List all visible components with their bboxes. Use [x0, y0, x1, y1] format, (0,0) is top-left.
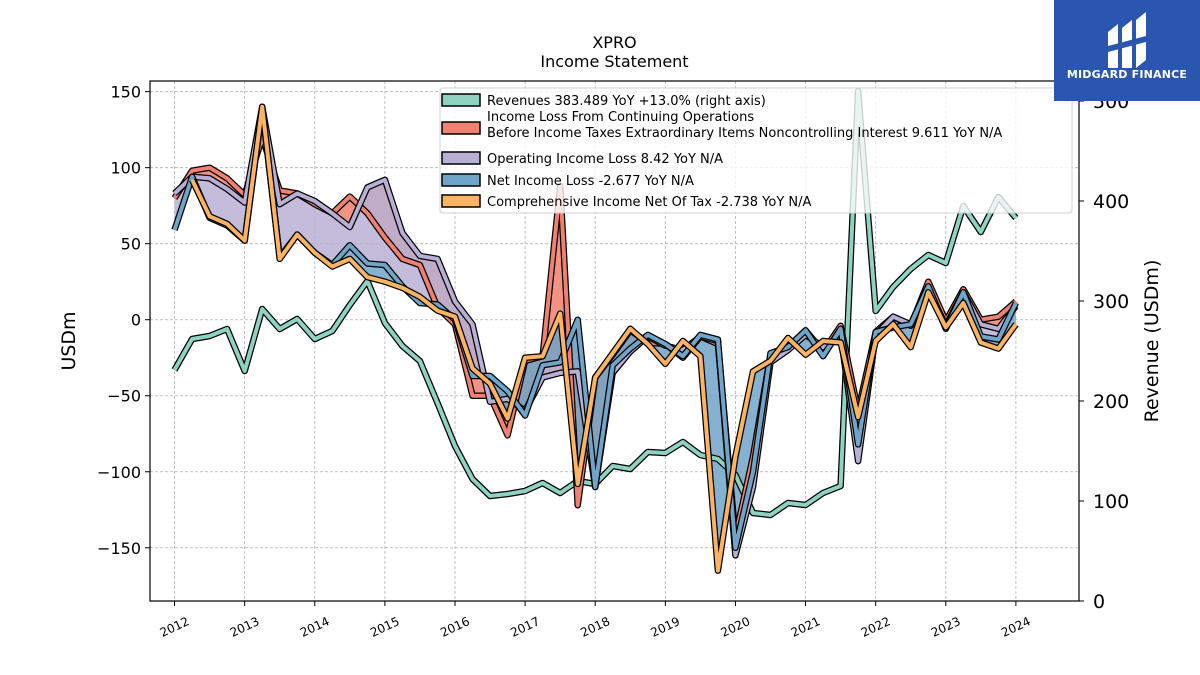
- legend-label: Before Income Taxes Extraordinary Items …: [487, 126, 1002, 141]
- legend-box: [439, 87, 1073, 214]
- y-left-tick-label: 0: [131, 311, 141, 330]
- y-left-tick-label: 150: [110, 83, 141, 102]
- y-left-tick-label: 100: [110, 159, 141, 178]
- y-right-tick-label: 0: [1093, 591, 1105, 613]
- x-tick-label: 2017: [508, 614, 542, 640]
- midgard-logo-icon: [1108, 12, 1146, 68]
- y-right-tick-label: 400: [1093, 191, 1129, 213]
- legend-label: Income Loss From Continuing Operations: [487, 110, 754, 125]
- legend-swatch: [441, 194, 481, 208]
- y-right-tick-label: 300: [1093, 291, 1129, 313]
- y-left-tick-label: −100: [97, 463, 141, 482]
- legend-swatch: [441, 173, 481, 187]
- legend-label: Operating Income Loss 8.42 YoY N/A: [487, 152, 723, 167]
- x-tick-label: 2023: [929, 614, 963, 640]
- x-tick-label: 2024: [999, 614, 1033, 640]
- legend: Revenues 383.489 YoY +13.0% (right axis)…: [439, 87, 1073, 214]
- legend-label: Comprehensive Income Net Of Tax -2.738 Y…: [487, 195, 812, 210]
- y-left-tick-label: 50: [121, 235, 141, 254]
- y-right-axis-label: Revenue (USDm): [1141, 260, 1163, 423]
- plot-frame: [149, 80, 1080, 602]
- legend-swatch: [441, 93, 481, 107]
- logo-text: MIDGARD FINANCE: [1066, 68, 1188, 81]
- chart-subtitle: Income Statement: [540, 52, 689, 71]
- chart-title: XPRO: [592, 33, 637, 52]
- legend-swatch: [441, 151, 481, 165]
- y-left-tick-label: −50: [107, 387, 141, 406]
- legend-swatch: [441, 121, 481, 135]
- y-right-tick-label: 100: [1093, 491, 1129, 513]
- x-tick-label: 2020: [719, 614, 753, 640]
- legend-label: Revenues 383.489 YoY +13.0% (right axis): [487, 94, 766, 109]
- legend-label: Net Income Loss -2.677 YoY N/A: [487, 174, 694, 189]
- y-left-axis-label: USDm: [58, 311, 80, 370]
- x-tick-label: 2016: [438, 614, 472, 640]
- x-tick-label: 2012: [158, 614, 192, 640]
- y-left-tick-label: −150: [97, 539, 141, 558]
- series-line-4: [190, 104, 1018, 573]
- x-tick-label: 2021: [789, 614, 823, 640]
- x-tick-label: 2014: [298, 614, 332, 640]
- x-tick-label: 2018: [578, 614, 612, 640]
- x-tick-label: 2015: [368, 614, 402, 640]
- y-right-tick-label: 200: [1093, 391, 1129, 413]
- midgard-finance-logo: MIDGARD FINANCE: [1054, 0, 1200, 101]
- x-tick-label: 2013: [228, 614, 262, 640]
- x-tick-label: 2019: [649, 614, 683, 640]
- x-tick-label: 2022: [859, 614, 893, 640]
- series-fill-band: [174, 106, 1016, 556]
